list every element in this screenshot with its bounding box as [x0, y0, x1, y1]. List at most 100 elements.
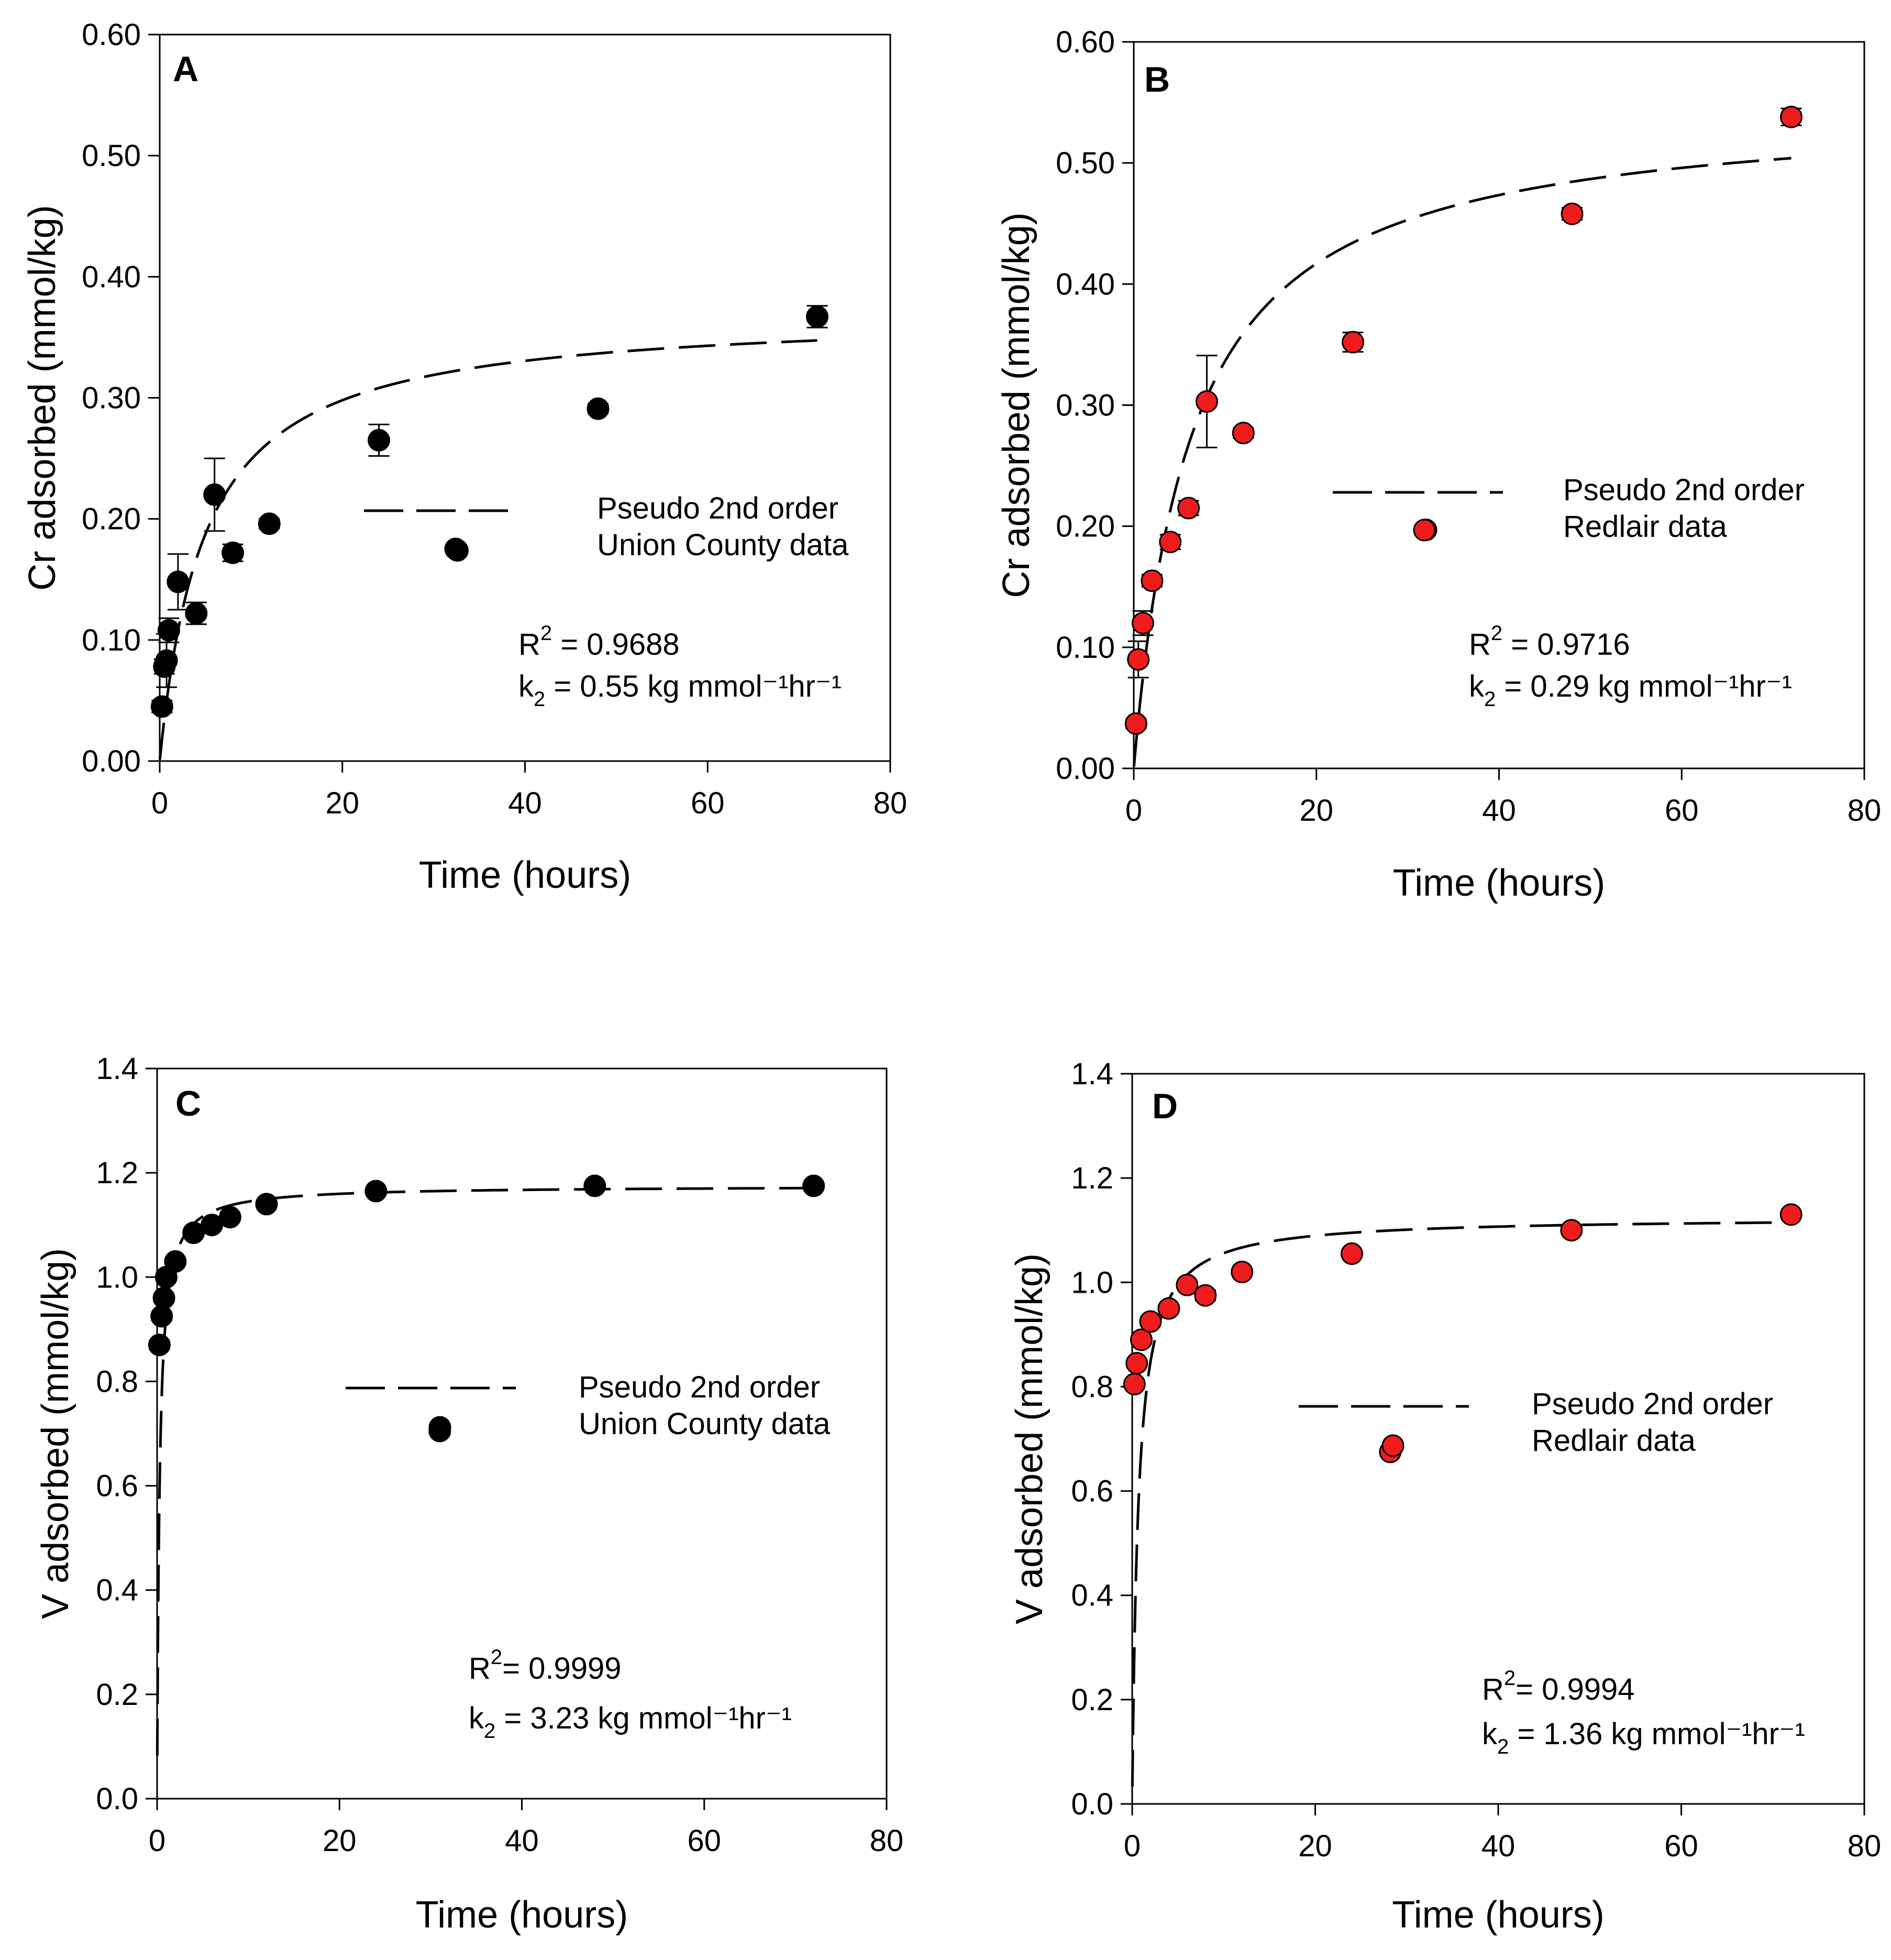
k2-annotation: k2 = 0.29 kg mmol⁻¹hr⁻¹: [1469, 669, 1792, 711]
data-point: [218, 1206, 241, 1229]
data-marker: [1340, 1242, 1363, 1265]
data-point: [148, 1334, 171, 1357]
k2-prefix: k: [518, 669, 534, 703]
y-tick-label: 0.10: [82, 623, 141, 657]
data-marker: [203, 483, 226, 506]
k2-annotation: k2 = 0.55 kg mmol⁻¹hr⁻¹: [518, 669, 842, 711]
x-tick-label: 0: [1124, 1829, 1141, 1863]
y-tick-label: 0.60: [82, 18, 141, 52]
data-marker: [1130, 1328, 1153, 1351]
data-marker: [1560, 1219, 1583, 1242]
data-marker: [222, 541, 244, 564]
x-tick-label: 80: [1848, 794, 1882, 828]
r2-prefix: R: [469, 1651, 491, 1686]
data-point: [185, 601, 208, 625]
data-point: [587, 397, 610, 420]
x-tick-label: 80: [873, 786, 908, 820]
data-marker: [218, 1206, 241, 1229]
panel-b: 0.00 0.10 0.20 0.30 0.40 0.50 0.60 0 20 40 60 80 Tim…: [996, 25, 1881, 904]
fit-curve: [1132, 157, 1792, 767]
data-marker: [583, 1174, 606, 1197]
r-squared-annotation: R2= 0.9999: [469, 1646, 622, 1686]
data-marker: [1231, 1260, 1254, 1283]
data-point: [368, 423, 390, 457]
y-tick-label: 0.40: [1056, 267, 1115, 301]
y-tick-label: 0.8: [96, 1364, 138, 1399]
data-marker: [587, 397, 610, 420]
data-marker: [364, 1180, 388, 1203]
y-tick-label: 0.00: [1056, 752, 1115, 786]
legend-point-swatch: [428, 1416, 451, 1439]
y-tick-label: 0.30: [82, 381, 141, 415]
panel-letter: B: [1144, 60, 1170, 100]
r2-superscript: 2: [491, 1646, 502, 1669]
y-tick-label: 0.00: [82, 744, 141, 778]
legend-point-label: Union County data: [597, 528, 849, 562]
x-tick-label: 0: [149, 1824, 165, 1858]
fit-curve: [1131, 1221, 1792, 1787]
legend-line-label: Pseudo 2nd order: [597, 491, 838, 525]
y-tick-label: 0.4: [96, 1573, 138, 1607]
data-point: [802, 1174, 825, 1197]
legend-point-label: Union County data: [579, 1407, 831, 1441]
data-marker: [155, 649, 178, 672]
data-marker: [802, 1174, 825, 1197]
k2-annotation: k2 = 1.36 kg mmol⁻¹hr⁻¹: [1482, 1717, 1805, 1758]
data-point: [1130, 1328, 1153, 1351]
data-point: [167, 553, 190, 611]
data-marker: [1141, 569, 1164, 592]
data-point: [1196, 355, 1218, 448]
legend-point-label: Redlair data: [1532, 1424, 1696, 1458]
y-tick-label: 0.2: [1071, 1683, 1113, 1717]
x-tick-label: 80: [870, 1824, 904, 1858]
data-point: [1194, 1284, 1217, 1307]
panel-letter: A: [173, 49, 198, 89]
y-tick-label: 0.50: [1056, 146, 1115, 180]
r2-prefix: R: [518, 627, 540, 662]
k2-prefix: k: [1482, 1717, 1498, 1751]
k2-value: = 1.36 kg mmol⁻¹hr⁻¹: [1509, 1717, 1805, 1751]
k2-value: = 0.29 kg mmol⁻¹hr⁻¹: [1496, 669, 1792, 703]
data-point: [150, 1305, 173, 1328]
data-point: [583, 1174, 606, 1197]
data-point: [1232, 422, 1255, 445]
data-point: [1231, 1260, 1254, 1283]
data-marker: [150, 695, 173, 718]
y-tick-label: 1.2: [96, 1156, 138, 1190]
r2-value: = 0.9688: [552, 627, 680, 662]
x-tick-label: 20: [1299, 794, 1333, 828]
data-point: [1561, 202, 1584, 225]
x-tick-label: 60: [687, 1824, 721, 1858]
data-point: [222, 541, 244, 564]
data-marker: [258, 512, 281, 535]
data-point: [152, 1286, 175, 1309]
data-marker: [152, 1286, 175, 1309]
data-point: [1124, 712, 1147, 735]
data-marker: [1159, 531, 1182, 554]
r2-prefix: R: [1482, 1672, 1504, 1706]
r2-superscript: 2: [1504, 1667, 1516, 1690]
y-axis-title: Cr adsorbed (mmol/kg): [21, 205, 63, 590]
y-tick-label: 1.0: [1071, 1265, 1113, 1300]
k2-annotation: k2 = 3.23 kg mmol⁻¹hr⁻¹: [469, 1701, 792, 1743]
y-tick-label: 1.2: [1071, 1161, 1113, 1195]
legend-line-label: Pseudo 2nd order: [1563, 473, 1805, 507]
y-tick-label: 0.4: [1071, 1579, 1113, 1613]
data-point: [1159, 531, 1182, 554]
x-tick-label: 60: [1664, 1829, 1698, 1863]
panel-d: 0.0 0.2 0.4 0.6 0.8 1.0 1.2 1.4 0 20 40 60 80 Time (h…: [1009, 1057, 1881, 1936]
data-point: [1157, 1297, 1180, 1320]
y-tick-label: 0.40: [82, 260, 141, 294]
legend-line-label: Pseudo 2nd order: [579, 1370, 820, 1404]
x-tick-label: 40: [508, 786, 542, 820]
x-tick-label: 20: [325, 786, 359, 820]
legend-point-swatch: [444, 537, 467, 560]
data-marker: [1131, 612, 1154, 635]
x-axis-title: Time (hours): [416, 1894, 628, 1936]
data-marker: [1139, 1310, 1162, 1333]
data-point: [164, 1250, 187, 1273]
legend-line-label: Pseudo 2nd order: [1532, 1387, 1773, 1421]
y-tick-label: 1.4: [1071, 1057, 1113, 1091]
x-tick-label: 20: [1298, 1829, 1332, 1863]
y-tick-label: 0.6: [96, 1469, 138, 1503]
